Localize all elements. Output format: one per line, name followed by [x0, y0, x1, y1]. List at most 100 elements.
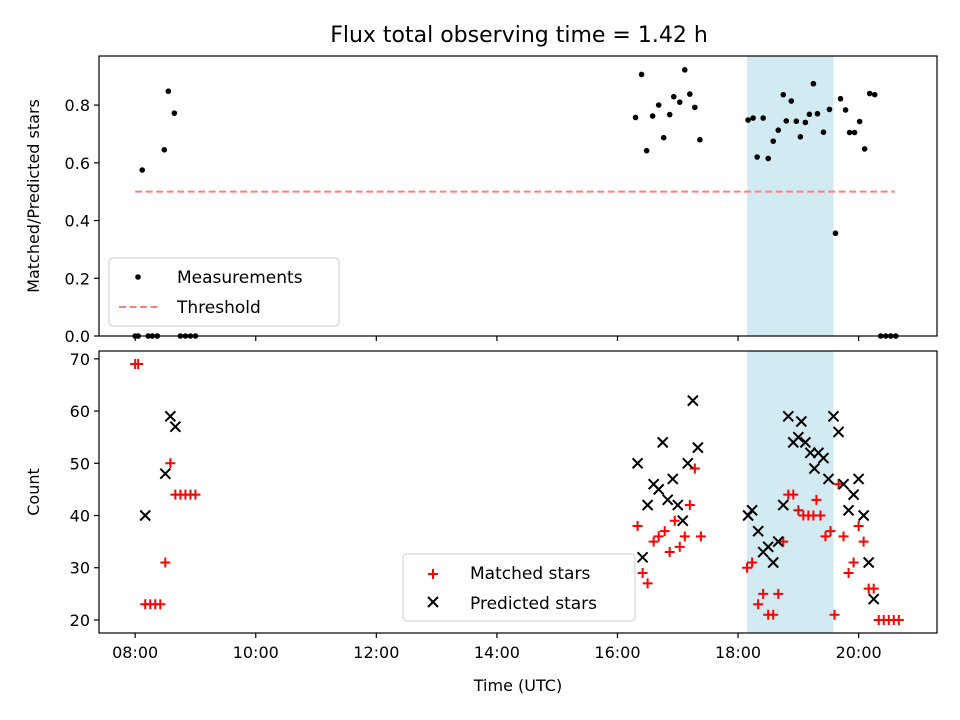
predicted-stars-point: [662, 494, 674, 506]
matched-stars-point: [648, 536, 659, 547]
matched-stars-point: [674, 541, 685, 552]
measurement-point: [765, 155, 771, 162]
matched-stars-point: [788, 489, 799, 500]
predicted-stars-point: [808, 462, 821, 475]
measurement-point: [697, 136, 703, 143]
matched-stars-point: [190, 489, 201, 500]
measurement-point: [797, 134, 804, 140]
series-predicted-stars: [139, 394, 880, 605]
matched-stars-point: [155, 599, 166, 610]
matched-stars-point: [653, 531, 664, 542]
measurement-point: [866, 90, 873, 97]
matched-stars-point: [165, 458, 176, 469]
matched-stars-point: [768, 609, 779, 620]
y-tick-label: 0.6: [65, 154, 90, 173]
top-panel-ratio: 0.0 0.2 0.4 0.6 0.8 Matched/Predicted stars Me…: [24, 55, 938, 346]
predicted-stars-point: [682, 457, 694, 469]
measurement-point: [856, 118, 863, 125]
measurement-point: [745, 117, 751, 123]
predicted-stars-point: [164, 410, 177, 422]
y-tick-label: 0.8: [65, 96, 90, 115]
measurement-point: [649, 113, 656, 119]
bottom-panel-counts: 20 30 40 50 60 70 08:00 10:00 12:00 14:00 16:00 18:…: [24, 350, 938, 695]
measurement-point: [806, 111, 813, 118]
matched-stars-point: [838, 531, 849, 542]
measurement-point: [638, 71, 645, 78]
matched-stars-point: [632, 520, 643, 531]
measurement-point: [681, 67, 688, 73]
matched-stars-point: [825, 526, 836, 537]
measurement-point: [687, 91, 693, 97]
y-axis-label: Matched/Predicted stars: [24, 99, 43, 293]
predicted-stars-point: [795, 415, 808, 428]
matched-stars-point: [684, 500, 695, 511]
measurement-point: [832, 230, 839, 237]
predicted-stars-point: [762, 541, 774, 553]
measurement-point: [783, 118, 790, 124]
y-axis-label: Count: [24, 468, 43, 516]
predicted-stars-point: [842, 504, 855, 516]
matched-stars-point: [793, 505, 804, 516]
measurement-point: [139, 167, 146, 173]
matched-stars-point: [893, 614, 904, 625]
legend-box: [108, 257, 340, 327]
measurement-point: [871, 91, 878, 98]
predicted-stars-point: [799, 436, 812, 449]
predicted-stars-point: [652, 483, 665, 496]
predicted-stars-point: [667, 473, 679, 485]
measurement-point: [793, 118, 800, 125]
matched-stars-point: [843, 567, 854, 578]
matched-stars-point: [669, 515, 680, 526]
measurement-point: [770, 138, 777, 144]
x-tick-label: 20:00: [836, 643, 882, 662]
matched-stars-point: [778, 536, 789, 547]
predicted-stars-point: [782, 410, 794, 422]
predicted-stars-point: [792, 431, 805, 443]
predicted-stars-point: [656, 436, 669, 449]
matched-stars-point: [811, 494, 822, 505]
y-tick-label: 40: [70, 507, 90, 526]
observing-window-span: [747, 351, 834, 633]
plot-frame: [98, 350, 938, 634]
matched-stars-point: [742, 562, 753, 573]
matched-stars-point: [659, 526, 670, 537]
matched-stars-point: [679, 531, 690, 542]
figure-title: Flux total observing time = 1.42 h: [330, 23, 708, 48]
measurement-point: [826, 106, 833, 113]
measurement-point: [861, 146, 868, 152]
measurement-point: [692, 104, 698, 111]
matched-stars-point: [858, 536, 869, 547]
measurement-point: [846, 129, 853, 136]
matched-stars-point: [642, 578, 653, 589]
measurement-point: [666, 111, 673, 118]
x-tick-label: 18:00: [715, 643, 761, 662]
predicted-stars-point: [672, 499, 684, 511]
matched-stars-point: [820, 531, 831, 542]
x-tick-label: 08:00: [112, 643, 158, 662]
x-tick-label: 12:00: [353, 643, 399, 662]
measurement-point: [810, 80, 817, 87]
x-tick-label: 14:00: [474, 643, 520, 662]
predicted-stars-point: [847, 488, 860, 501]
matched-stars-point: [868, 583, 879, 594]
legend-label-matched: Matched stars: [470, 564, 590, 584]
legend-marker-predicted: [427, 596, 439, 608]
measurement-point: [788, 98, 795, 104]
predicted-stars-point: [857, 509, 870, 522]
measurement-point: [676, 99, 683, 105]
matched-stars-point: [637, 567, 648, 578]
measurement-point: [820, 129, 827, 136]
predicted-stars-point: [852, 473, 865, 485]
y-tick-label: 60: [70, 402, 90, 421]
measurement-point: [655, 102, 662, 108]
legend-label-threshold: Threshold: [176, 298, 261, 318]
measurement-point: [842, 107, 849, 113]
measurement-point: [754, 154, 760, 160]
plot-frame: [98, 55, 938, 337]
predicted-stars-point: [867, 593, 880, 605]
matched-stars-point: [160, 557, 171, 568]
predicted-stars-point: [752, 525, 764, 537]
predicted-stars-point: [817, 452, 830, 464]
measurement-point: [760, 115, 766, 121]
